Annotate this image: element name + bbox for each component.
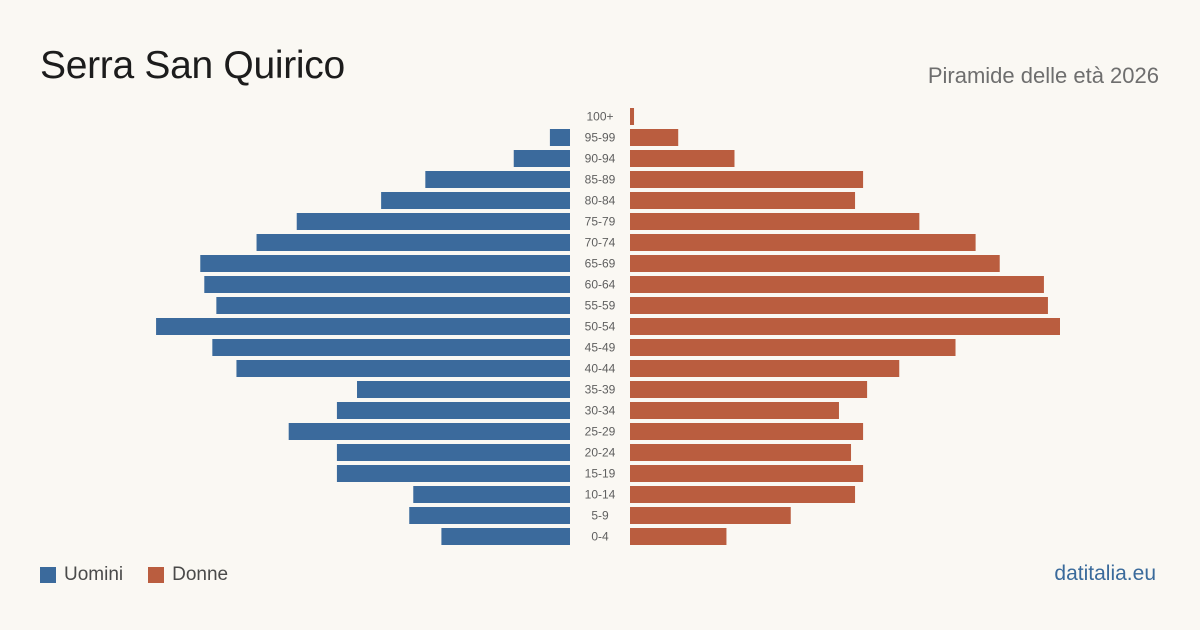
bar-men-85-89 bbox=[425, 171, 570, 188]
age-label-0-4: 0-4 bbox=[591, 530, 609, 544]
age-label-65-69: 65-69 bbox=[585, 257, 616, 271]
age-label-80-84: 80-84 bbox=[585, 194, 616, 208]
bar-men-10-14 bbox=[413, 486, 570, 503]
bar-men-70-74 bbox=[256, 234, 570, 251]
chart-subtitle: Piramide delle età 2026 bbox=[927, 63, 1159, 88]
legend-item-men: Uomini bbox=[40, 564, 123, 586]
bar-men-30-34 bbox=[336, 402, 570, 419]
age-label-95-99: 95-99 bbox=[585, 131, 616, 145]
age-label-55-59: 55-59 bbox=[585, 299, 616, 313]
bar-men-0-4 bbox=[441, 528, 570, 545]
age-label-100plus: 100+ bbox=[586, 110, 613, 124]
bar-women-65-69 bbox=[630, 255, 1000, 272]
bar-men-60-64 bbox=[204, 276, 570, 293]
bar-women-40-44 bbox=[630, 360, 900, 377]
bar-men-25-29 bbox=[288, 423, 570, 440]
bar-women-50-54 bbox=[630, 318, 1060, 335]
age-label-20-24: 20-24 bbox=[585, 446, 616, 460]
bar-women-30-34 bbox=[630, 402, 839, 419]
age-label-10-14: 10-14 bbox=[585, 488, 616, 502]
bar-men-50-54 bbox=[156, 318, 570, 335]
bar-men-95-99 bbox=[549, 129, 570, 146]
bar-women-80-84 bbox=[630, 192, 856, 209]
age-label-15-19: 15-19 bbox=[585, 467, 616, 481]
bar-men-5-9 bbox=[409, 507, 570, 524]
bar-women-60-64 bbox=[630, 276, 1044, 293]
legend-label-men: Uomini bbox=[64, 564, 124, 585]
bar-men-35-39 bbox=[357, 381, 570, 398]
bar-women-85-89 bbox=[630, 171, 864, 188]
bar-men-45-49 bbox=[212, 339, 571, 356]
bar-women-10-14 bbox=[630, 486, 856, 503]
bar-women-90-94 bbox=[630, 150, 735, 167]
bar-men-90-94 bbox=[513, 150, 570, 167]
bar-men-55-59 bbox=[216, 297, 570, 314]
bar-men-80-84 bbox=[381, 192, 570, 209]
bar-men-20-24 bbox=[336, 444, 570, 461]
bar-men-40-44 bbox=[236, 360, 570, 377]
bar-women-75-79 bbox=[630, 213, 920, 230]
age-label-5-9: 5-9 bbox=[591, 509, 609, 523]
bar-women-15-19 bbox=[630, 465, 864, 482]
age-label-30-34: 30-34 bbox=[585, 404, 616, 418]
bar-women-25-29 bbox=[630, 423, 864, 440]
age-label-70-74: 70-74 bbox=[585, 236, 616, 250]
legend-label-women: Donne bbox=[172, 564, 229, 585]
age-label-25-29: 25-29 bbox=[585, 425, 616, 439]
chart-legend: Uomini Donne bbox=[40, 564, 253, 586]
bar-women-55-59 bbox=[630, 297, 1048, 314]
age-label-85-89: 85-89 bbox=[585, 173, 616, 187]
age-label-40-44: 40-44 bbox=[585, 362, 616, 376]
bar-women-70-74 bbox=[630, 234, 976, 251]
bar-men-65-69 bbox=[200, 255, 570, 272]
age-label-60-64: 60-64 bbox=[585, 278, 616, 292]
bar-women-95-99 bbox=[630, 129, 679, 146]
legend-item-women: Donne bbox=[148, 564, 228, 586]
bar-women-0-4 bbox=[630, 528, 727, 545]
legend-swatch-women bbox=[148, 567, 165, 583]
bar-women-5-9 bbox=[630, 507, 791, 524]
page-title: Serra San Quirico bbox=[40, 44, 345, 87]
bar-women-45-49 bbox=[630, 339, 956, 356]
bar-men-15-19 bbox=[336, 465, 570, 482]
bar-men-75-79 bbox=[296, 213, 570, 230]
age-label-90-94: 90-94 bbox=[585, 152, 616, 166]
legend-swatch-men bbox=[40, 567, 56, 583]
bar-women-20-24 bbox=[630, 444, 852, 461]
age-label-75-79: 75-79 bbox=[585, 215, 616, 229]
age-label-45-49: 45-49 bbox=[585, 341, 616, 355]
brand-link[interactable]: datitalia.eu bbox=[1054, 562, 1156, 585]
bar-women-35-39 bbox=[630, 381, 868, 398]
age-label-50-54: 50-54 bbox=[585, 320, 616, 334]
bar-women-100plus bbox=[630, 108, 635, 125]
age-label-35-39: 35-39 bbox=[585, 383, 616, 397]
